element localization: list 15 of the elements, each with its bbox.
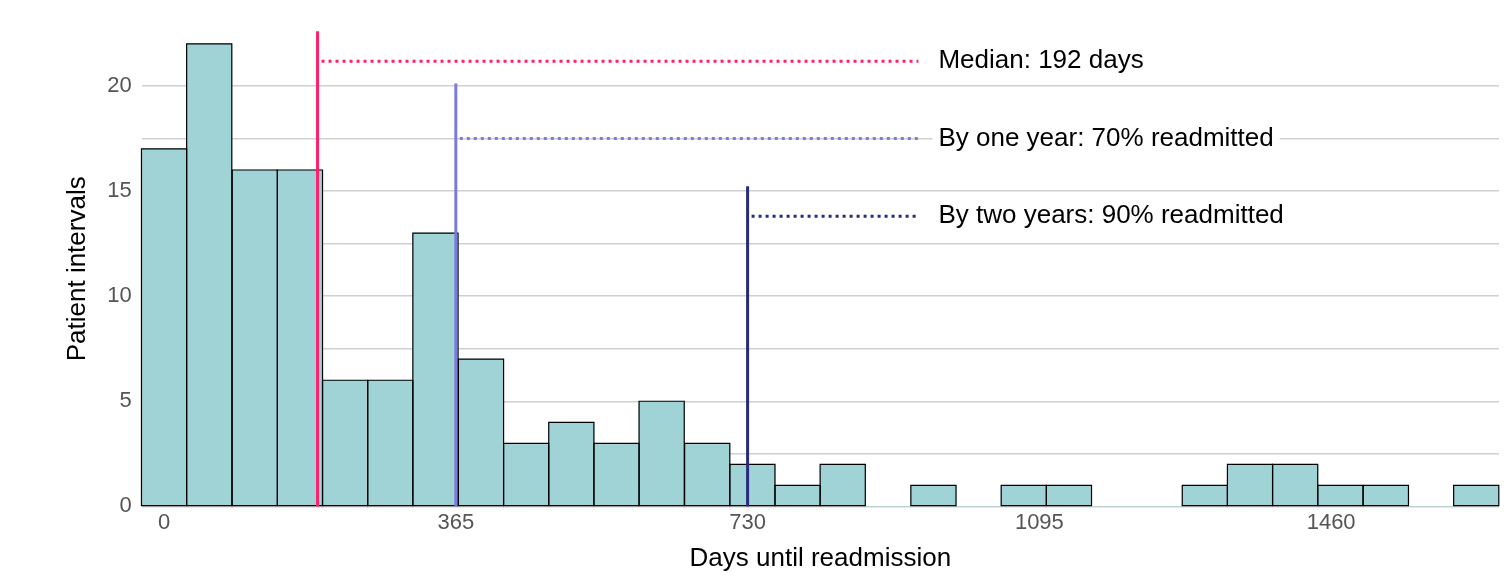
x-tick-label: 365 — [437, 508, 475, 534]
x-tick-label: 1460 — [1306, 508, 1356, 534]
x-tick-label: 1095 — [1014, 508, 1064, 534]
ref-line-label: Median: 192 days — [938, 44, 1144, 75]
annotation: By one year: 70% readmitted — [938, 121, 1274, 152]
y-tick-label: 15 — [107, 177, 132, 203]
annotation: By two years: 90% readmitted — [938, 199, 1284, 230]
y-tick-label: 0 — [119, 492, 132, 518]
y-tick-label: 20 — [107, 71, 132, 97]
y-tick-label: 10 — [107, 282, 132, 308]
y-tick-label: 5 — [119, 387, 132, 413]
x-tick-label: 0 — [157, 508, 171, 534]
x-tick-label: 730 — [729, 508, 766, 534]
y-axis-title: Patient intervals — [60, 176, 91, 362]
x-axis-title: Days until readmission — [689, 541, 952, 572]
